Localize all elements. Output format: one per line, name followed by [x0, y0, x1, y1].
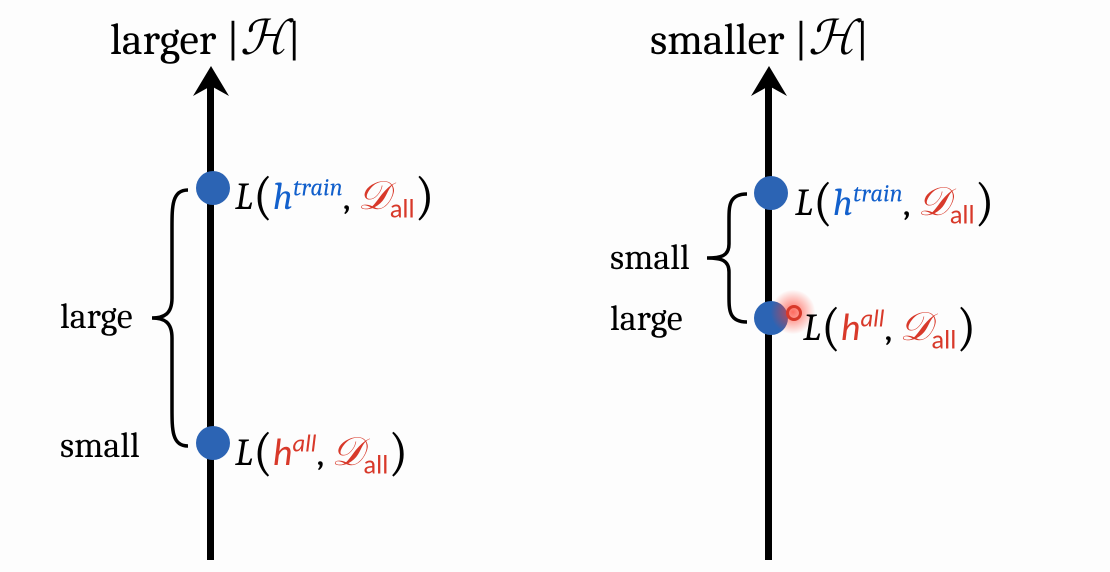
- d-script: 𝒟: [331, 429, 363, 474]
- h-train: htrain: [273, 175, 343, 219]
- l-letter: L: [795, 181, 813, 225]
- h-train: htrain: [833, 181, 903, 225]
- left-bottom-dot: [196, 426, 230, 460]
- h-all: hall: [841, 305, 885, 351]
- right-top-loss-label: L(htrain, 𝒟all): [795, 168, 995, 232]
- right-brace: [703, 192, 751, 324]
- right-title: smaller |ℋ|: [650, 10, 869, 66]
- left-title: larger |ℋ|: [110, 10, 301, 66]
- left-brace-label-small: small: [60, 425, 140, 466]
- h-all: hall: [273, 430, 317, 476]
- left-title-text: larger |: [110, 14, 240, 65]
- left-bottom-loss-label: L(hall, 𝒟all): [235, 418, 408, 482]
- d-script: 𝒟: [358, 173, 390, 218]
- left-top-dot: [196, 171, 230, 205]
- right-title-script-h: ℋ: [808, 12, 855, 65]
- diagram-root: larger |ℋ| large small L(htrain, 𝒟all) L…: [0, 0, 1110, 572]
- right-bottom-dot: [754, 301, 788, 335]
- right-brace-label-large: large: [610, 298, 683, 339]
- l-letter: L: [235, 175, 253, 219]
- l-letter: L: [235, 431, 253, 475]
- right-title-close: |: [855, 14, 869, 65]
- left-brace: [148, 188, 192, 448]
- right-brace-label-small: small: [610, 237, 690, 278]
- d-sub: all: [931, 325, 956, 357]
- right-ring-marker: [786, 305, 802, 321]
- d-sub: all: [363, 450, 388, 482]
- d-script: 𝒟: [899, 304, 931, 349]
- right-axis-arrowhead: [751, 66, 787, 96]
- right-panel: smaller |ℋ| small large L(htrain, 𝒟all) …: [555, 0, 1110, 572]
- d-script: 𝒟: [918, 179, 950, 224]
- l-letter: L: [803, 306, 821, 350]
- left-title-close: |: [287, 14, 301, 65]
- d-sub: all: [950, 200, 975, 232]
- d-sub: all: [390, 194, 415, 226]
- left-panel: larger |ℋ| large small L(htrain, 𝒟all) L…: [0, 0, 555, 572]
- left-axis-line: [207, 80, 214, 560]
- left-top-loss-label: L(htrain, 𝒟all): [235, 162, 435, 226]
- left-brace-label-large: large: [60, 296, 133, 337]
- right-top-dot: [754, 176, 788, 210]
- left-axis-arrowhead: [193, 66, 229, 96]
- right-bottom-loss-label: L(hall, 𝒟all): [803, 293, 976, 357]
- right-title-text: smaller |: [650, 14, 808, 65]
- left-title-script-h: ℋ: [240, 12, 287, 65]
